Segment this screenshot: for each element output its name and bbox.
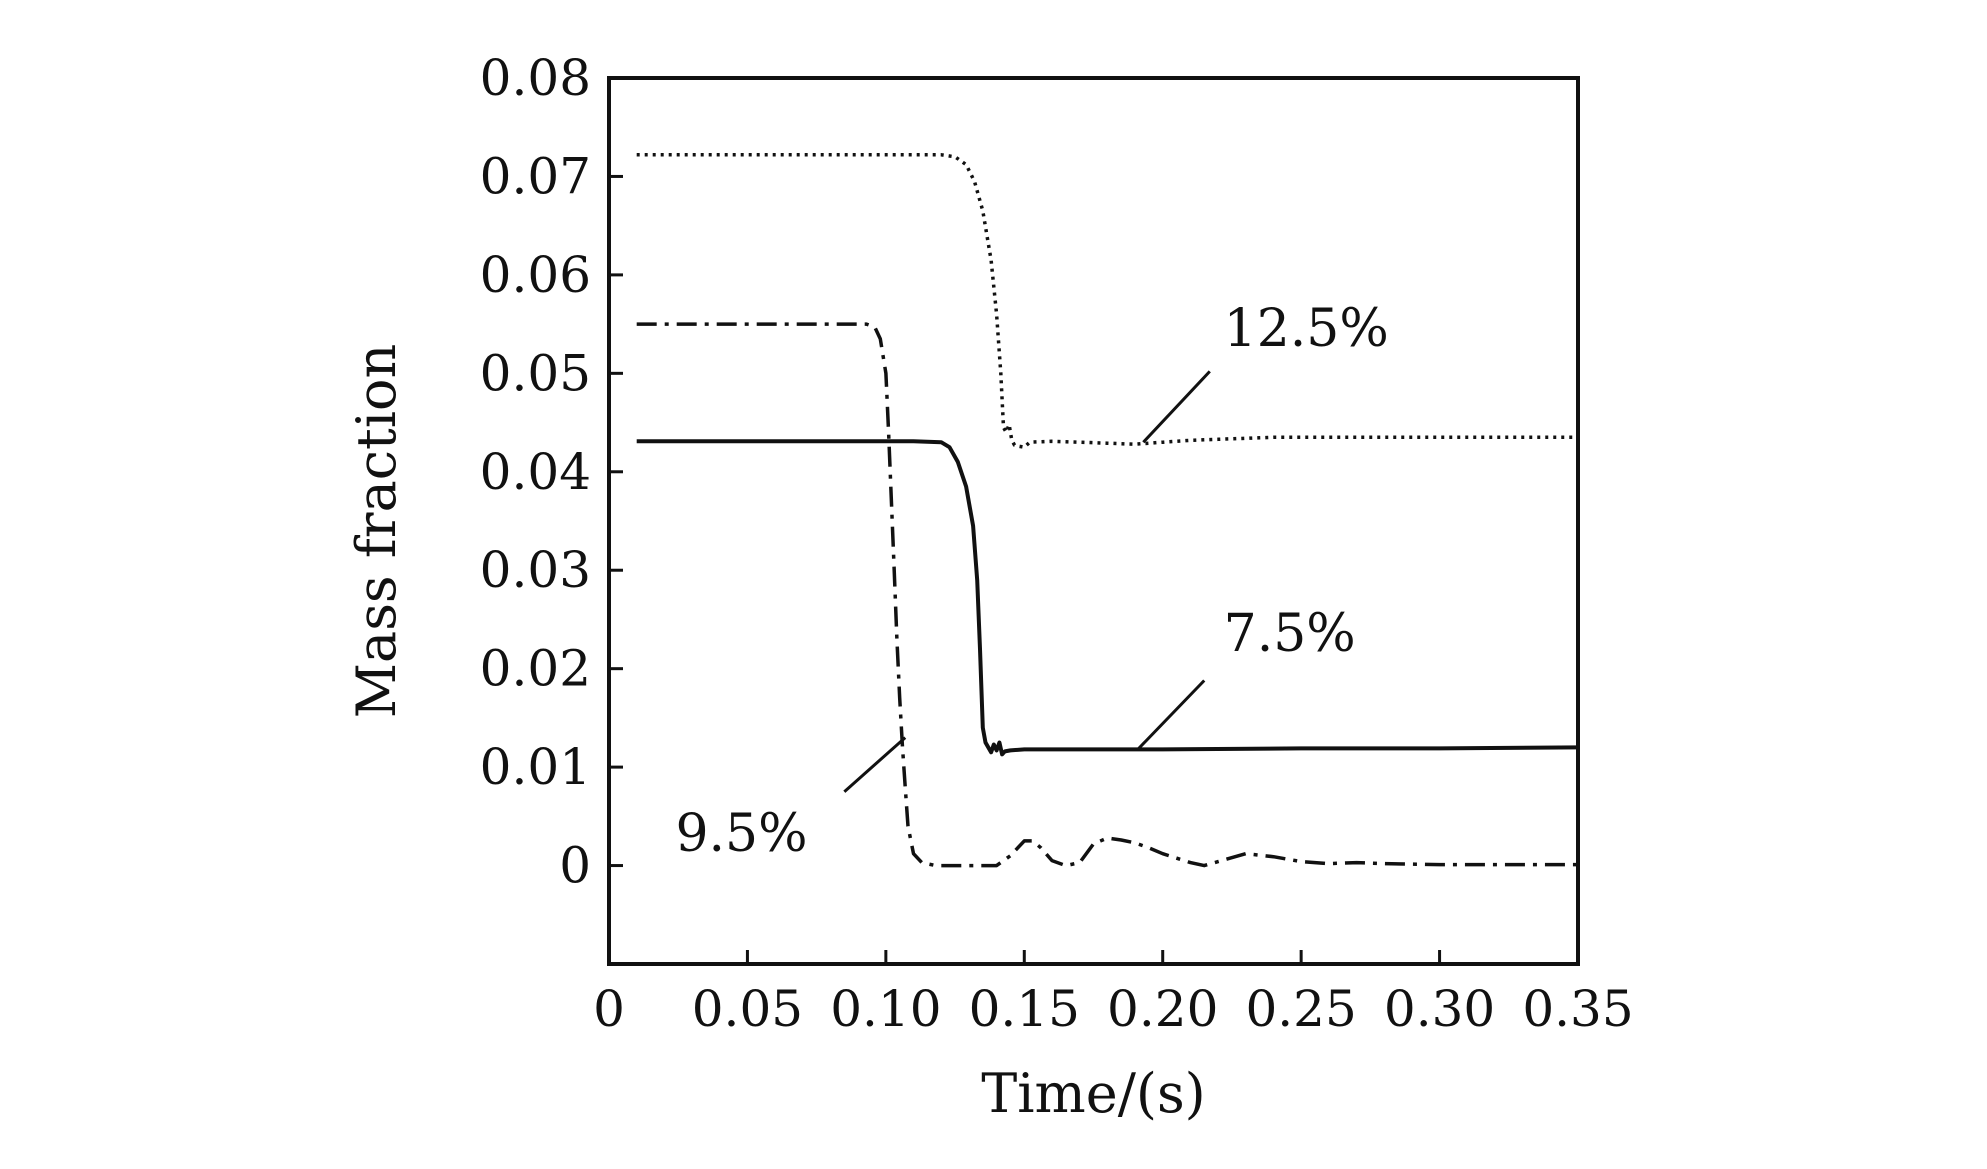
series-line-s95 (636, 322, 1578, 868)
series-layer (636, 153, 1579, 868)
annotation-leader-a75 (1136, 679, 1206, 751)
plot-frame (607, 76, 1580, 966)
x-tick-label: 0.20 (1107, 980, 1218, 1038)
x-axis-label: Time/(s) (981, 1062, 1206, 1125)
series-line-s75 (636, 439, 1579, 757)
y-tick-label: 0.04 (480, 443, 591, 501)
annotation-leader-a12 (1142, 370, 1211, 444)
y-tick-label: 0.05 (480, 344, 591, 402)
y-tick-label: 0.01 (480, 738, 591, 796)
x-tick-label: 0.25 (1245, 980, 1356, 1038)
x-axis-ticks: 0 0.05 0.10 0.15 0.20 0.25 0.30 0.35 (593, 950, 1634, 1038)
y-tick-label: 0.03 (480, 541, 591, 599)
y-tick-label: 0.02 (480, 640, 591, 698)
x-tick-label: 0.15 (969, 980, 1080, 1038)
y-tick-label: 0.06 (480, 246, 591, 304)
annotation-label-a75: 7.5% (1224, 604, 1356, 664)
y-tick-label: 0 (559, 837, 591, 895)
y-tick-label: 0.07 (480, 147, 591, 205)
annotation-label-a95: 9.5% (675, 804, 807, 864)
annotation-layer: 12.5% 7.5% 9.5% (675, 299, 1388, 864)
annotation-leader-a95 (843, 736, 907, 793)
x-tick-label: 0 (593, 980, 625, 1038)
x-tick-label: 0.30 (1384, 980, 1495, 1038)
x-tick-label: 0.10 (830, 980, 941, 1038)
y-axis-ticks: 0 0.01 0.02 0.03 0.04 0.05 0.06 0.07 0.08 (480, 49, 623, 895)
annotation-label-a12: 12.5% (1224, 299, 1389, 359)
x-tick-label: 0.05 (692, 980, 803, 1038)
y-axis-label: Mass fraction (345, 344, 408, 719)
x-tick-label: 0.35 (1522, 980, 1633, 1038)
series-line-s12 (636, 153, 1578, 449)
y-tick-label: 0.08 (480, 49, 591, 107)
